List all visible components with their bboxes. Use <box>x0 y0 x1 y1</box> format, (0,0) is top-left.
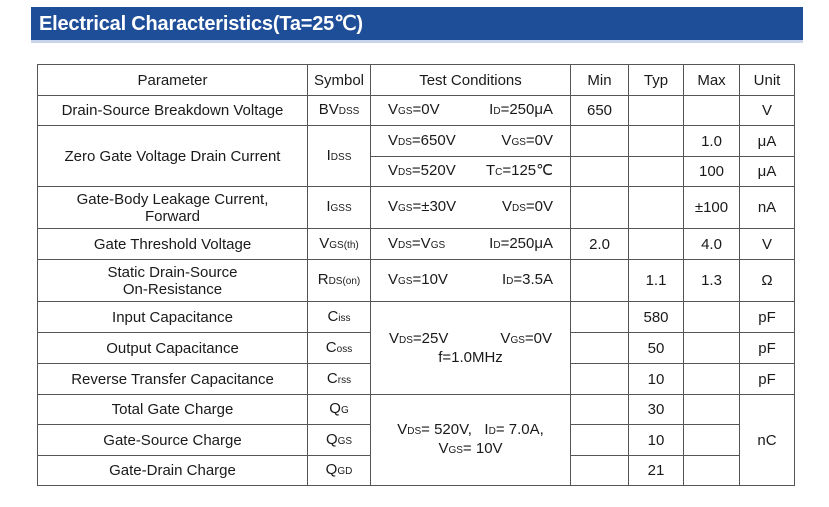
symbol-cell: VGS(th) <box>307 228 371 260</box>
header-max: Max <box>683 64 740 96</box>
min-cell <box>570 156 629 187</box>
electrical-characteristics-table: Parameter Symbol Test Conditions Min Typ… <box>37 64 795 486</box>
table-row: Input Capacitance Ciss VDS=25V VGS=0V f=… <box>37 301 795 395</box>
symbol-cell: IDSS <box>307 125 371 187</box>
min-cell <box>570 301 629 333</box>
typ-cell: 50 <box>628 332 684 364</box>
conditions-cell: VDS=VGS ID=250μA <box>370 228 571 260</box>
typ-cell: 580 <box>628 301 684 333</box>
symbol-cell: RDS(on) <box>307 259 371 302</box>
unit-cell: nC <box>739 394 795 486</box>
conditions-cell: VGS=10V ID=3.5A <box>370 259 571 302</box>
conditions-cell: VDS=520V TC=125℃ <box>370 156 571 187</box>
param-cell: Total Gate Charge <box>37 394 308 425</box>
min-cell <box>570 259 629 302</box>
header-parameter: Parameter <box>37 64 308 96</box>
min-cell <box>570 363 629 395</box>
symbol-cell: QG <box>307 394 371 425</box>
section-banner: Electrical Characteristics(Ta=25℃) <box>31 7 803 43</box>
typ-cell <box>628 156 684 187</box>
unit-cell: μA <box>739 125 795 157</box>
conditions-cell: VDS=650V VGS=0V <box>370 125 571 157</box>
typ-cell: 21 <box>628 455 684 486</box>
max-cell <box>683 301 740 333</box>
conditions-cell: VGS=0V ID=250μA <box>370 95 571 126</box>
max-cell: 100 <box>683 156 740 187</box>
table-row: Gate Threshold Voltage VGS(th) VDS=VGS I… <box>37 228 795 260</box>
min-cell: 650 <box>570 95 629 126</box>
header-symbol: Symbol <box>307 64 371 96</box>
param-cell: Gate-Source Charge <box>37 424 308 456</box>
param-cell: Reverse Transfer Capacitance <box>37 363 308 395</box>
min-cell <box>570 125 629 157</box>
min-cell: 2.0 <box>570 228 629 260</box>
table-row: Drain-Source Breakdown Voltage BVDSS VGS… <box>37 95 795 126</box>
unit-cell: pF <box>739 301 795 333</box>
header-row: Parameter Symbol Test Conditions Min Typ… <box>37 64 795 96</box>
conditions-cell: VGS=±30V VDS=0V <box>370 186 571 229</box>
param-cell: Gate Threshold Voltage <box>37 228 308 260</box>
max-cell <box>683 394 740 425</box>
unit-cell: pF <box>739 332 795 364</box>
max-cell <box>683 332 740 364</box>
unit-cell: Ω <box>739 259 795 302</box>
typ-cell <box>628 186 684 229</box>
conditions-cell: VDS= 520V, ID= 7.0A, VGS= 10V <box>370 394 571 486</box>
unit-cell: V <box>739 95 795 126</box>
typ-cell <box>628 228 684 260</box>
symbol-cell: Ciss <box>307 301 371 333</box>
table-row: Zero Gate Voltage Drain Current IDSS VDS… <box>37 125 795 187</box>
unit-cell: nA <box>739 186 795 229</box>
max-cell: ±100 <box>683 186 740 229</box>
max-cell <box>683 455 740 486</box>
table-row: Gate-Drain Charge QGD 21 <box>37 455 795 486</box>
param-cell: Zero Gate Voltage Drain Current <box>37 125 308 187</box>
unit-cell: V <box>739 228 795 260</box>
table-row: Gate-Body Leakage Current, Forward IGSS V… <box>37 186 795 229</box>
max-cell: 1.0 <box>683 125 740 157</box>
section-title: Electrical Characteristics(Ta=25℃) <box>39 13 363 35</box>
typ-cell: 10 <box>628 424 684 456</box>
typ-cell: 30 <box>628 394 684 425</box>
param-cell: Gate-Body Leakage Current, Forward <box>37 186 308 229</box>
param-cell: Drain-Source Breakdown Voltage <box>37 95 308 126</box>
symbol-cell: QGD <box>307 455 371 486</box>
header-min: Min <box>570 64 629 96</box>
typ-cell: 1.1 <box>628 259 684 302</box>
min-cell <box>570 424 629 456</box>
typ-cell <box>628 95 684 126</box>
max-cell <box>683 95 740 126</box>
param-cell: Input Capacitance <box>37 301 308 333</box>
param-cell: Gate-Drain Charge <box>37 455 308 486</box>
max-cell: 1.3 <box>683 259 740 302</box>
header-test-conditions: Test Conditions <box>370 64 571 96</box>
min-cell <box>570 455 629 486</box>
table-row: Gate-Source Charge QGS 10 <box>37 424 795 456</box>
header-typ: Typ <box>628 64 684 96</box>
symbol-cell: QGS <box>307 424 371 456</box>
symbol-cell: BVDSS <box>307 95 371 126</box>
min-cell <box>570 394 629 425</box>
table-row: Total Gate Charge QG VDS= 520V, ID= 7.0A… <box>37 394 795 486</box>
typ-cell: 10 <box>628 363 684 395</box>
max-cell: 4.0 <box>683 228 740 260</box>
param-cell: Output Capacitance <box>37 332 308 364</box>
unit-cell: μA <box>739 156 795 187</box>
min-cell <box>570 186 629 229</box>
table-row: Static Drain-Source On-Resistance RDS(on)… <box>37 259 795 302</box>
symbol-cell: Crss <box>307 363 371 395</box>
symbol-cell: IGSS <box>307 186 371 229</box>
typ-cell <box>628 125 684 157</box>
unit-cell: pF <box>739 363 795 395</box>
param-cell: Static Drain-Source On-Resistance <box>37 259 308 302</box>
min-cell <box>570 332 629 364</box>
symbol-cell: Coss <box>307 332 371 364</box>
conditions-cell: VDS=25V VGS=0V f=1.0MHz <box>370 301 571 395</box>
max-cell <box>683 424 740 456</box>
max-cell <box>683 363 740 395</box>
header-unit: Unit <box>739 64 795 96</box>
